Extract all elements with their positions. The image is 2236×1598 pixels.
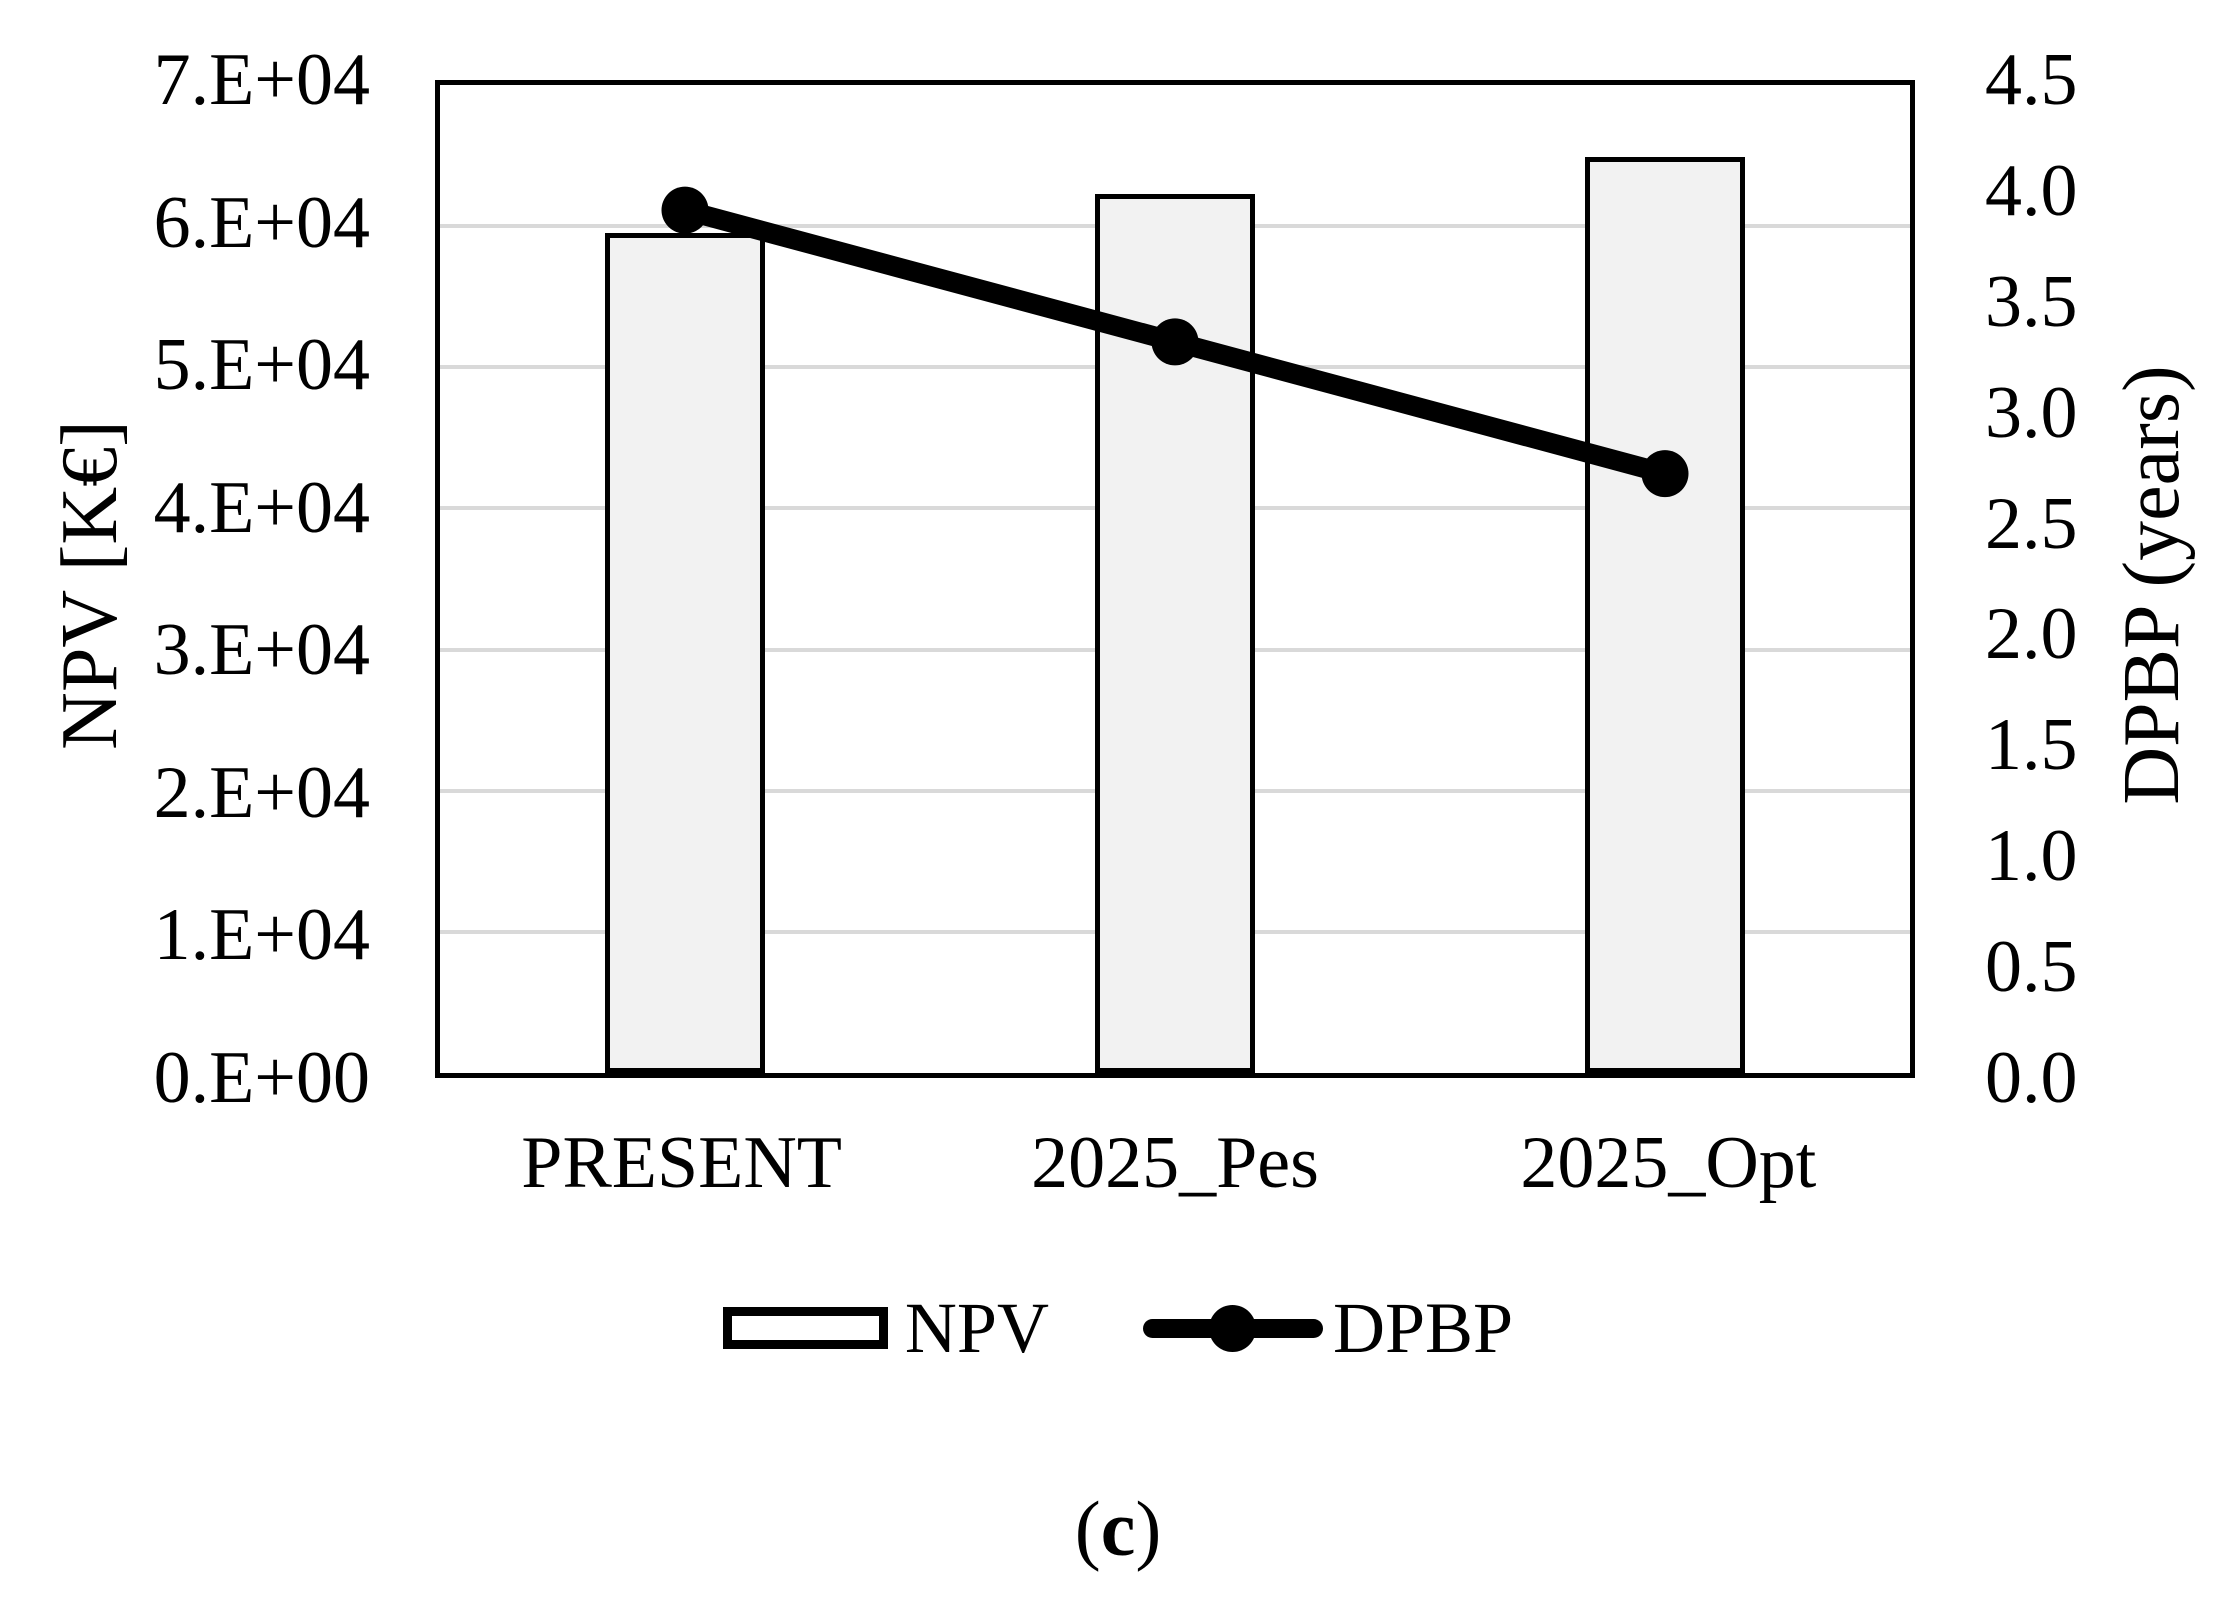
npv-bar	[1095, 193, 1255, 1073]
left-axis-tick-label: 4.E+04	[153, 466, 370, 549]
right-axis-tick-label: 1.0	[1985, 815, 2078, 898]
plot-inner	[440, 85, 1910, 1073]
right-axis-tick-label: 3.5	[1985, 260, 2078, 343]
npv-bar	[605, 233, 765, 1073]
right-axis-tick-label: 2.0	[1985, 593, 2078, 676]
dpbp-marker	[1151, 318, 1199, 366]
category-label: 2025_Opt	[1520, 1122, 1817, 1204]
caption-close-paren: )	[1135, 1485, 1162, 1572]
npv-bar	[1585, 156, 1745, 1073]
figure-caption: (c)	[0, 1486, 2236, 1572]
right-axis-tick-label: 0.0	[1985, 1037, 2078, 1119]
left-axis-tick-label: 1.E+04	[153, 894, 370, 977]
right-axis-title: DPBP (years)	[2108, 365, 2196, 805]
dpbp-marker	[661, 186, 709, 234]
left-axis-tick-label: 6.E+04	[153, 181, 370, 264]
left-axis-tick-label: 3.E+04	[153, 609, 370, 692]
right-axis-tick-label: 3.0	[1985, 371, 2078, 454]
category-label: PRESENT	[521, 1122, 843, 1204]
left-axis-tick-label: 5.E+04	[153, 324, 370, 407]
left-axis-tick-label: 2.E+04	[153, 751, 370, 834]
legend-label-npv: NPV	[904, 1288, 1049, 1368]
right-axis-tick-label: 0.5	[1985, 926, 2078, 1009]
category-label: 2025_Pes	[1031, 1122, 1319, 1204]
left-axis-tick-label: 0.E+00	[153, 1037, 370, 1119]
right-axis-tick-label: 2.5	[1985, 482, 2078, 565]
right-axis-tick-label: 4.5	[1985, 39, 2078, 121]
left-axis-title: NPV [K€]	[46, 420, 134, 750]
legend-line-marker-dot	[1208, 1304, 1256, 1352]
right-axis-tick-label: 1.5	[1985, 704, 2078, 787]
left-axis-tick-label: 7.E+04	[153, 39, 370, 121]
caption-open-paren: (	[1074, 1485, 1101, 1572]
legend: NPV DPBP	[0, 1283, 2236, 1373]
legend-bar-swatch	[722, 1307, 888, 1349]
dpbp-marker	[1641, 450, 1689, 498]
right-axis-tick-label: 4.0	[1985, 149, 2078, 232]
legend-line-swatch	[1142, 1304, 1323, 1352]
legend-label-dpbp: DPBP	[1332, 1288, 1514, 1368]
plot-area	[435, 80, 1915, 1078]
dpbp-line-layer	[661, 186, 1689, 498]
caption-letter: c	[1100, 1485, 1136, 1572]
